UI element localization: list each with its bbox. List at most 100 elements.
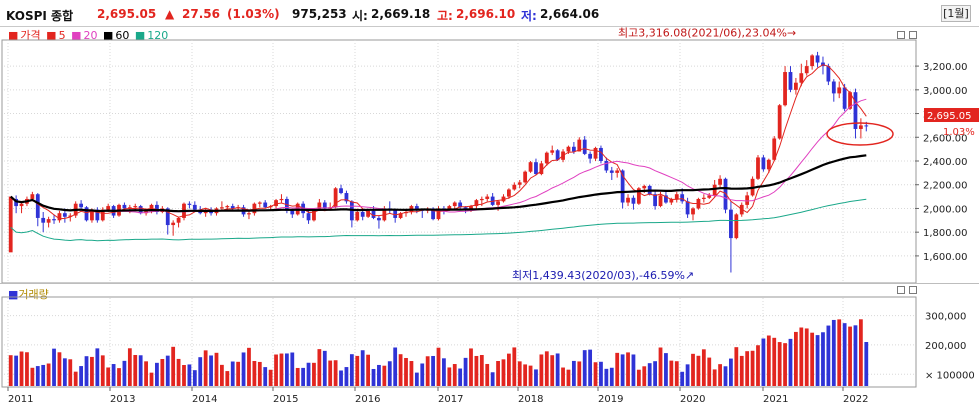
volume-bar — [312, 362, 316, 386]
volume-bar — [664, 353, 668, 386]
price-pane-minimize-icon[interactable] — [897, 31, 905, 39]
volume-bar — [230, 361, 235, 386]
candle-body — [52, 219, 56, 221]
candle-body — [631, 197, 636, 204]
candle-body — [436, 208, 441, 220]
candle-body — [783, 72, 787, 106]
volume-bar — [268, 369, 273, 386]
volume-pane-frame — [1, 296, 917, 388]
period-button[interactable]: [1월] — [941, 5, 971, 22]
legend-ma5: 5 — [58, 29, 66, 42]
highlight-ellipse — [826, 122, 894, 146]
open-label: 시: — [352, 9, 368, 23]
open-value: 2,669.18 — [371, 7, 431, 21]
volume-pane-minimize-icon[interactable] — [897, 286, 905, 294]
volume-bar — [463, 357, 468, 386]
volume-bar — [149, 372, 154, 386]
candle-body — [626, 197, 630, 203]
candle-body — [599, 147, 603, 161]
candle-body — [225, 206, 230, 208]
volume-bar — [653, 361, 657, 386]
candle-body — [41, 217, 46, 223]
volume-bar — [636, 369, 641, 386]
x-tick-label: 2011 — [8, 394, 33, 405]
candle-body — [815, 55, 820, 63]
x-tick-label: 2021 — [763, 394, 788, 405]
price-tick-label: 1,600.00 — [923, 252, 968, 263]
candle-body — [485, 196, 490, 199]
volume-bar — [187, 364, 192, 386]
price-pane-close-icon[interactable] — [909, 31, 917, 39]
candle-body — [398, 213, 403, 218]
volume-bar — [377, 364, 381, 386]
volume-bar — [420, 363, 425, 386]
candle-body — [317, 202, 322, 210]
candle-body — [848, 92, 852, 109]
volume-bar — [474, 355, 479, 386]
high-label: 고: — [437, 9, 453, 23]
volume-bar — [171, 346, 176, 386]
volume-bar — [821, 332, 825, 386]
volume-bar — [842, 323, 847, 386]
index-title: KOSPI 종합 — [6, 9, 74, 23]
current-price: 2,695.05 — [97, 7, 157, 21]
volume-bar — [117, 368, 121, 386]
volume-bar — [729, 358, 733, 386]
price-tick-label: 2,400.00 — [923, 157, 968, 168]
high-annotation: 최고3,316.08(2021/06),23.04%→ — [618, 26, 796, 39]
volume-bar — [788, 338, 793, 386]
legend-volume: 거래량 — [18, 288, 49, 301]
candle-body — [794, 82, 798, 90]
x-tick-label: 2020 — [680, 394, 705, 405]
x-tick-label: 2017 — [438, 394, 463, 405]
volume-pane-close-icon[interactable] — [909, 286, 917, 294]
volume-bar — [192, 370, 197, 386]
volume-bar — [772, 337, 777, 386]
candle-body — [290, 210, 295, 215]
volume-bar — [106, 367, 111, 386]
volume-bar — [669, 360, 674, 386]
candle-body — [734, 214, 739, 239]
candle-body — [165, 208, 170, 226]
volume-bar — [550, 355, 555, 386]
volume-bar — [257, 361, 262, 386]
volume-bar — [458, 368, 463, 386]
candle-body — [729, 209, 733, 239]
volume-bar — [209, 355, 213, 386]
volume-bar — [701, 349, 706, 386]
candle-body — [685, 201, 690, 215]
volume-bar — [750, 350, 755, 386]
last-price-label: 2,695.05 — [927, 111, 972, 122]
volume-bar — [431, 355, 435, 386]
volume-bar — [328, 360, 333, 386]
last-change-label: 1.03% — [943, 127, 975, 138]
candle-body — [799, 73, 804, 83]
candle-body — [528, 162, 533, 172]
volume-bar — [442, 358, 446, 386]
volume-bar — [46, 363, 51, 386]
volume-bar — [241, 352, 246, 386]
volume-bar — [544, 351, 549, 386]
candle-body — [371, 210, 376, 218]
low-annotation: 최저1,439.43(2020/03),-46.59%↗ — [512, 269, 694, 282]
volume-bar — [864, 342, 869, 386]
candle-body — [366, 210, 370, 217]
volume-bar — [674, 361, 679, 386]
volume-bar — [19, 351, 24, 386]
volume-bar — [133, 354, 138, 386]
candle-body — [804, 66, 809, 74]
candle-body — [653, 194, 657, 207]
volume-bar — [284, 353, 289, 386]
volume-bar — [707, 357, 712, 386]
volume-bar — [577, 361, 582, 386]
candle-body — [490, 196, 495, 205]
volume-bar — [68, 359, 73, 386]
price-legend: ■ 가격 ■ 5 ■ 20 ■ 60 ■ 120 — [8, 27, 170, 42]
ma20-line — [10, 98, 867, 214]
volume-legend: ■거래량 — [8, 286, 49, 302]
volume-bar — [528, 365, 533, 386]
volume-bar — [794, 331, 798, 386]
volume-bar — [490, 372, 495, 386]
candle-body — [691, 208, 695, 215]
